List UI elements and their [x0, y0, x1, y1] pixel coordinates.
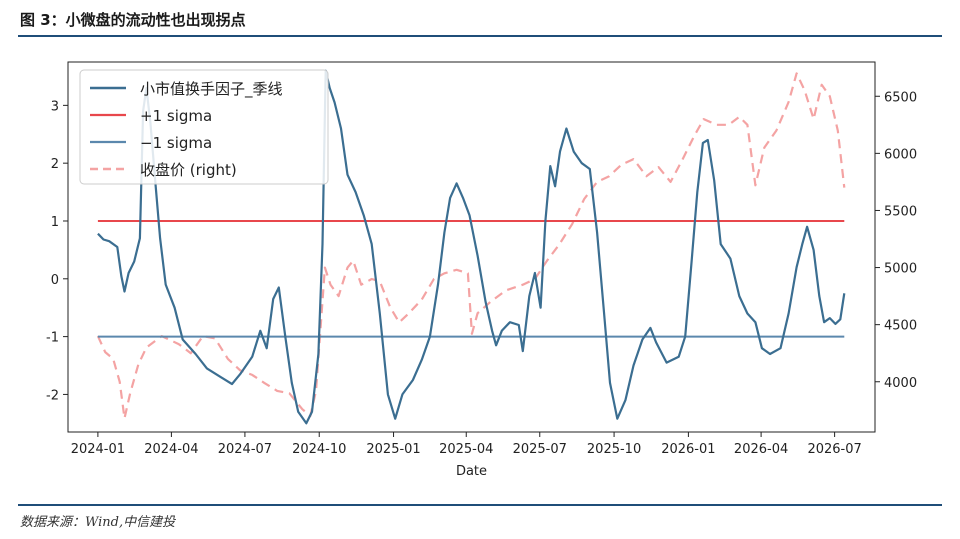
y-left-tick-label: 1	[51, 215, 59, 230]
y-right-tick-label: 4500	[884, 319, 917, 334]
chart: 2024-01 2024-04 2024-07 2024-10 2025-01 2025-…	[46, 61, 917, 479]
y-left-tick-label: -1	[46, 331, 59, 346]
legend-label: 小市值换手因子_季线	[140, 80, 283, 99]
top-rule	[18, 35, 942, 37]
y-left-tick-label: 2	[51, 157, 59, 172]
plot-layer	[96, 69, 846, 425]
x-tick-label: 2025-10	[587, 442, 641, 457]
x-tick-label: 2026-01	[661, 442, 715, 457]
y-left-tick-label: 0	[51, 273, 59, 288]
figure-title: 图 3：小微盘的流动性也出现拐点	[20, 11, 246, 29]
y-right-tick-label: 6500	[884, 90, 917, 105]
y-right-tick-label: 5500	[884, 204, 917, 219]
legend: 小市值换手因子_季线 +1 sigma −1 sigma 收盘价 (right)	[79, 69, 329, 185]
legend-label: 收盘价 (right)	[140, 161, 237, 179]
legend-box	[79, 69, 329, 185]
y-right-tick-label: 6000	[884, 147, 917, 162]
bottom-rule	[18, 504, 942, 506]
x-tick-label: 2024-07	[218, 442, 272, 457]
x-tick-label: 2024-10	[292, 442, 346, 457]
close-price-line	[96, 72, 846, 420]
x-tick-label: 2026-07	[807, 442, 861, 457]
x-tick-label: 2024-01	[71, 442, 125, 457]
x-tick-label: 2025-07	[513, 442, 567, 457]
y-left-tick-label: 3	[51, 99, 59, 114]
source-note: 数据来源：Wind,中信建投	[20, 515, 176, 530]
axes-layer: 2024-01 2024-04 2024-07 2024-10 2025-01 2025-…	[46, 61, 917, 479]
factor-line	[97, 69, 846, 425]
x-tick-label: 2025-01	[366, 442, 420, 457]
y-left-tick-label: -2	[46, 388, 59, 403]
x-tick-label: 2026-04	[734, 442, 788, 457]
x-tick-label: 2025-04	[439, 442, 493, 457]
legend-label: −1 sigma	[140, 134, 212, 152]
y-right-tick-label: 5000	[884, 262, 917, 277]
x-tick-label: 2024-04	[144, 442, 198, 457]
plot-frame	[67, 61, 876, 433]
x-axis-label: Date	[456, 464, 487, 479]
legend-label: +1 sigma	[140, 107, 212, 125]
y-right-tick-label: 4000	[884, 376, 917, 391]
